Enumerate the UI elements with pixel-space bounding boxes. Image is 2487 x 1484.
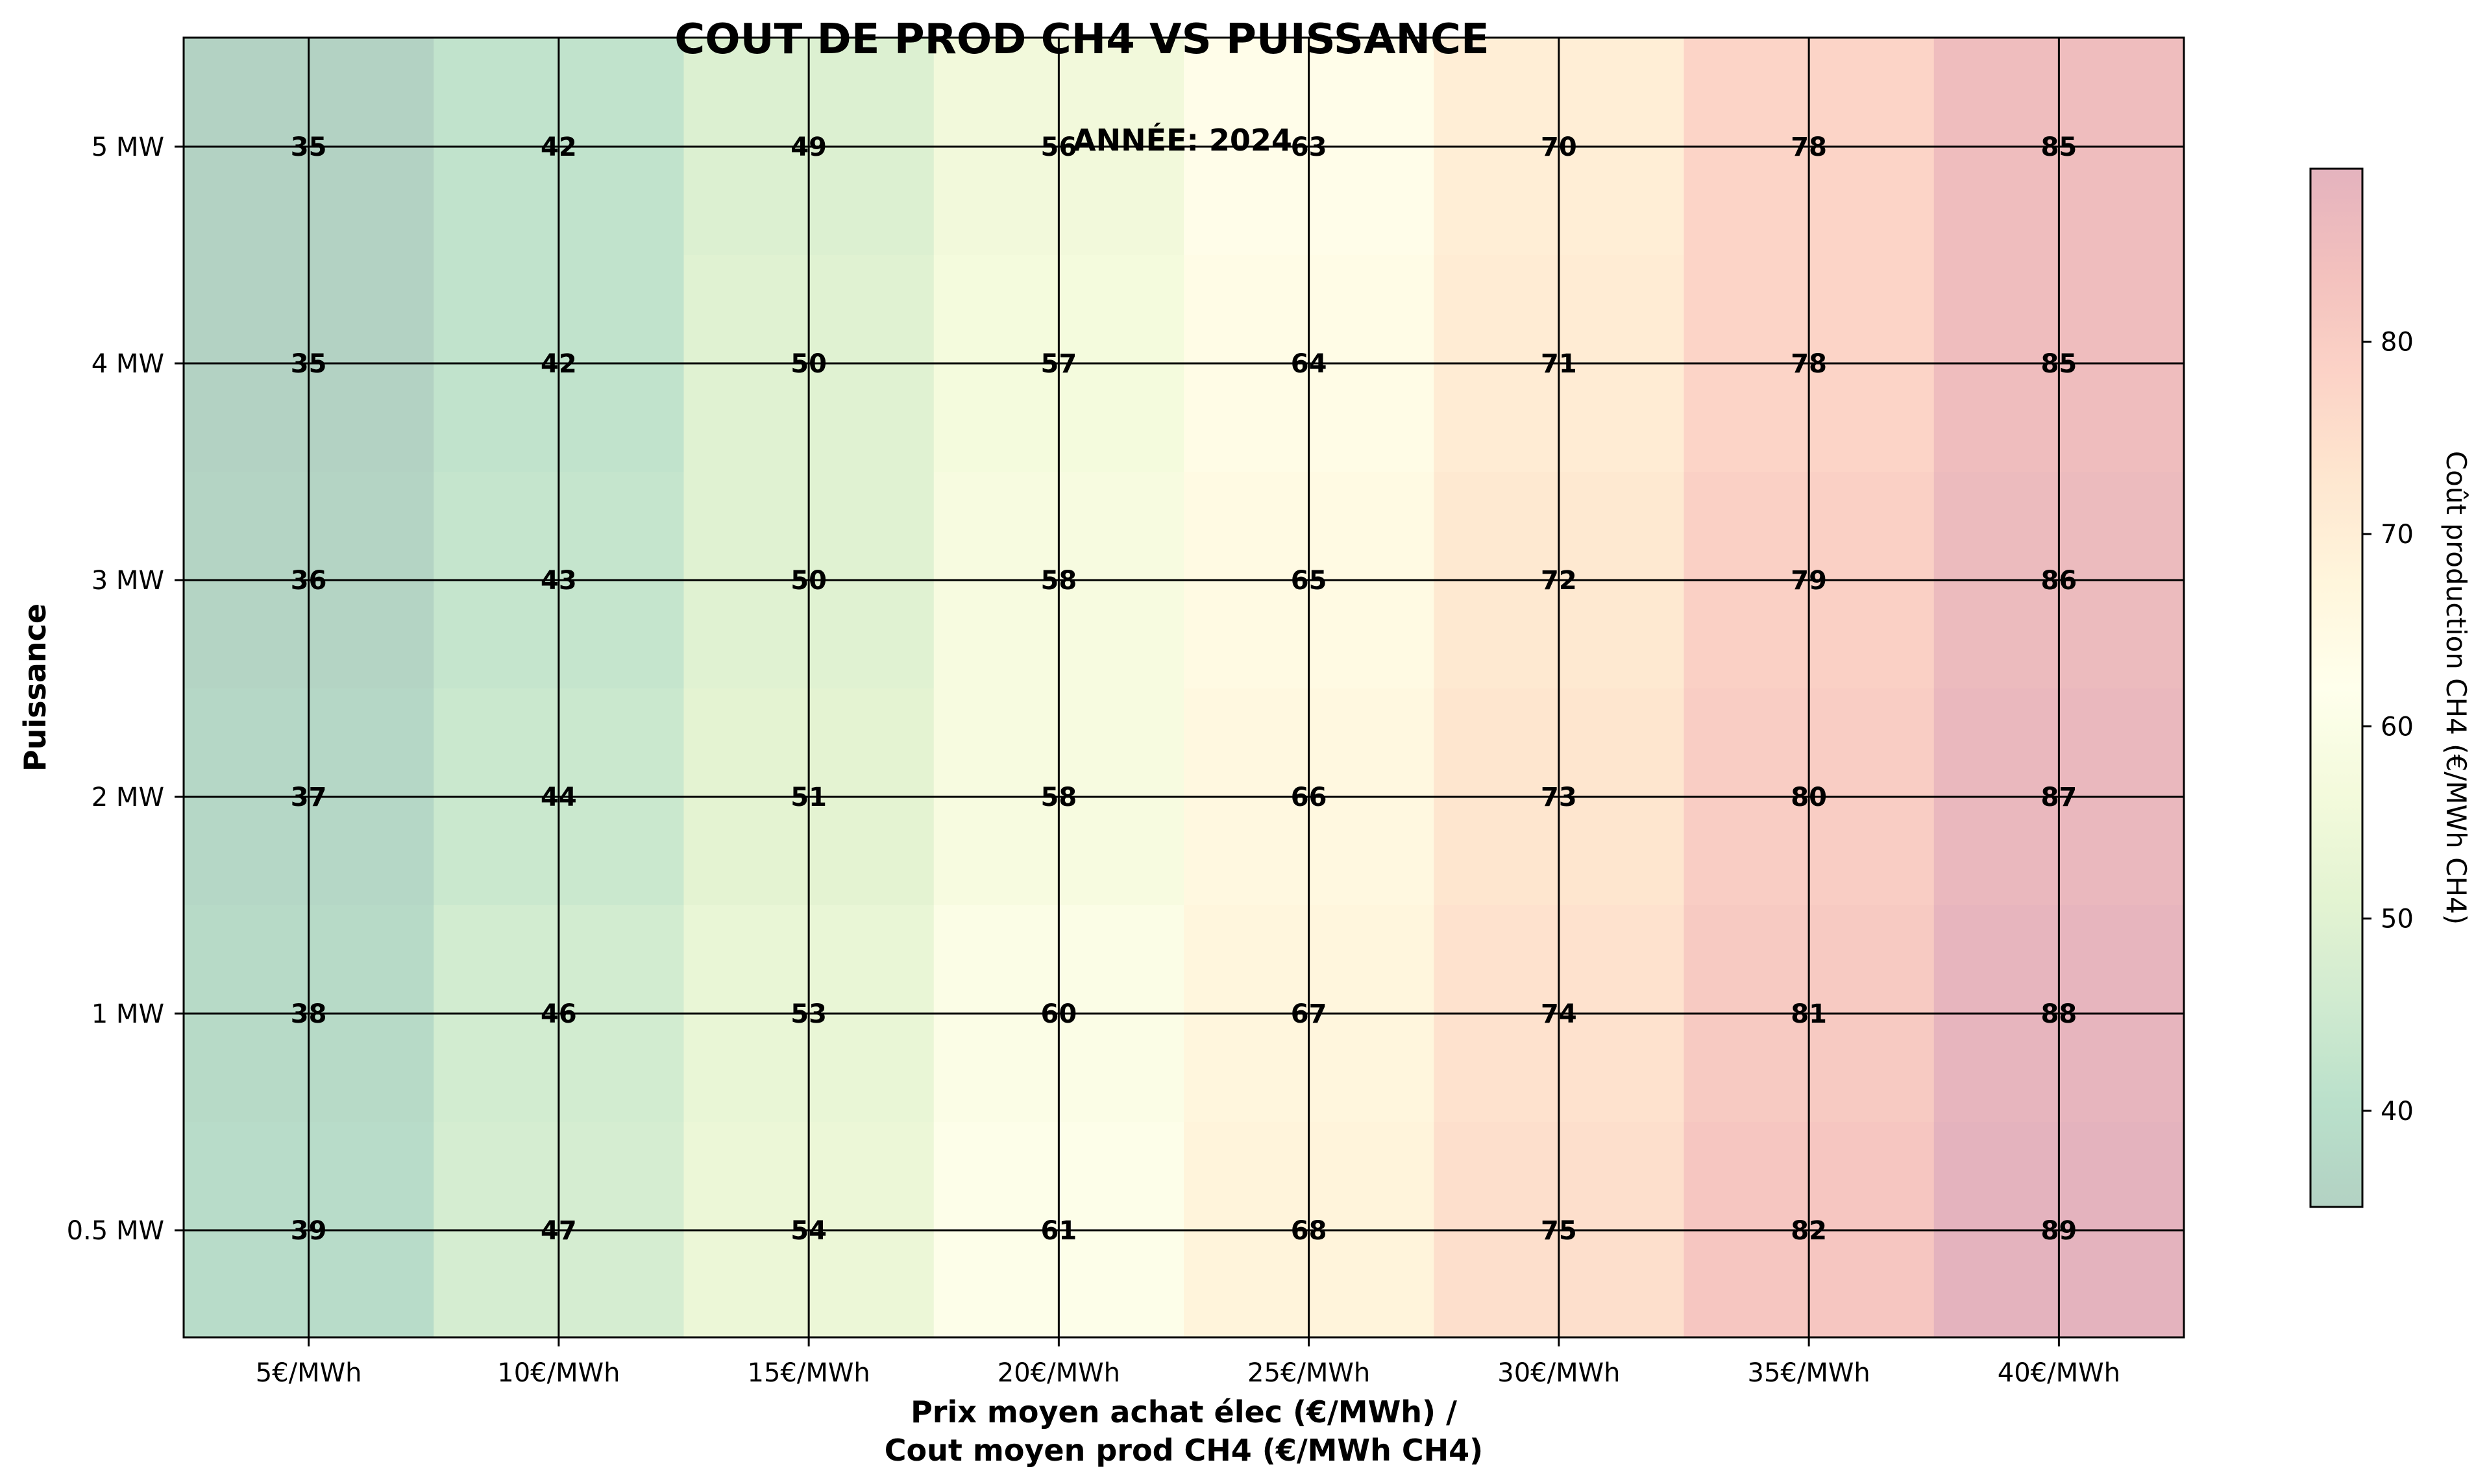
colorbar-ticks: 40 50 60 70 80: [2362, 328, 2414, 1126]
cell-value-label: 63: [1291, 132, 1327, 162]
cell-value-label: 35: [291, 349, 327, 379]
cell-value-label: 82: [1791, 1216, 1827, 1246]
x-tick-label: 35€/MWh: [1748, 1358, 1870, 1388]
cell-value-label: 54: [790, 1216, 827, 1246]
cell-value-label: 64: [1291, 349, 1327, 379]
cell-value-label: 65: [1291, 566, 1327, 596]
cell-value-label: 73: [1541, 783, 1577, 812]
cell-value-label: 85: [2041, 132, 2077, 162]
y-tick-label: 3 MW: [92, 566, 164, 596]
y-tick-label: 2 MW: [92, 783, 164, 812]
x-tick-label: 5€/MWh: [256, 1358, 362, 1388]
cell-value-label: 58: [1041, 783, 1077, 812]
cell-value-label: 50: [790, 566, 827, 596]
x-tick-label: 30€/MWh: [1497, 1358, 1620, 1388]
cell-value-label: 89: [2041, 1216, 2077, 1246]
x-tick-label: 10€/MWh: [497, 1358, 620, 1388]
cell-value-labels: 35 42 49 56 63 70 78 85 35 42 50 57 64 71 78 85 36 43 50 58…: [291, 132, 2077, 1246]
cell-value-label: 37: [291, 783, 327, 812]
plot-frame: [182, 36, 2185, 1339]
cell-value-label: 36: [291, 566, 327, 596]
cell-value-label: 43: [541, 566, 577, 596]
cell-value-label: 46: [541, 999, 577, 1029]
chart-title: COUT DE PROD CH4 VS PUISSANCE: [674, 16, 1489, 64]
cell-value-label: 56: [1041, 132, 1077, 162]
x-tick-label: 20€/MWh: [998, 1358, 1120, 1388]
cell-value-label: 49: [790, 132, 827, 162]
cell-value-label: 42: [541, 132, 577, 162]
y-axis-ticks: 5 MW 4 MW 3 MW 2 MW 1 MW 0.5 MW: [67, 132, 184, 1246]
cell-value-label: 53: [790, 999, 827, 1029]
cell-value-label: 68: [1291, 1216, 1327, 1246]
cell-value-label: 81: [1791, 999, 1827, 1029]
cell-value-label: 67: [1291, 999, 1327, 1029]
cell-value-label: 72: [1541, 566, 1577, 596]
y-tick-label: 1 MW: [92, 999, 164, 1029]
y-tick-label: 5 MW: [92, 132, 164, 162]
cell-value-label: 58: [1041, 566, 1077, 596]
x-axis-label-line2: Cout moyen prod CH4 (€/MWh CH4): [885, 1433, 1483, 1468]
cell-value-label: 38: [291, 999, 327, 1029]
colorbar-label: Coût production CH4 (€/MWh CH4): [2440, 451, 2472, 925]
cell-value-label: 71: [1541, 349, 1577, 379]
colorbar-tick-label: 80: [2381, 328, 2414, 358]
x-tick-label: 40€/MWh: [1998, 1358, 2120, 1388]
cell-value-label: 35: [291, 132, 327, 162]
chart-subtitle: ANNÉE: 2024: [1073, 123, 1292, 158]
cell-value-label: 74: [1541, 999, 1577, 1029]
colorbar-gradient: [2309, 167, 2364, 1208]
cell-value-label: 87: [2041, 783, 2077, 812]
colorbar-tick-label: 60: [2381, 712, 2414, 742]
cell-value-label: 78: [1791, 349, 1827, 379]
colorbar: 40 50 60 70 80 Coût production CH4 (€/MWh CH…: [2309, 167, 2472, 1208]
cell-value-label: 42: [541, 349, 577, 379]
colorbar-tick-label: 40: [2381, 1097, 2414, 1126]
y-tick-label: 4 MW: [92, 349, 164, 379]
cell-value-label: 50: [790, 349, 827, 379]
x-axis-ticks: 5€/MWh 10€/MWh 15€/MWh 20€/MWh 25€/MWh 30€/MW…: [256, 1337, 2120, 1388]
cell-value-label: 80: [1791, 783, 1827, 812]
cell-value-label: 57: [1041, 349, 1077, 379]
cell-value-label: 79: [1791, 566, 1827, 596]
cell-value-label: 75: [1541, 1216, 1577, 1246]
grid-lines: [184, 38, 2184, 1337]
y-tick-label: 0.5 MW: [67, 1216, 164, 1246]
y-axis-label: Puissance: [18, 603, 53, 772]
colorbar-tick-label: 70: [2381, 520, 2414, 550]
cell-value-label: 61: [1041, 1216, 1077, 1246]
cell-value-label: 85: [2041, 349, 2077, 379]
x-axis-label-line1: Prix moyen achat élec (€/MWh) /: [911, 1394, 1457, 1429]
cell-value-label: 47: [541, 1216, 577, 1246]
cell-value-label: 44: [541, 783, 577, 812]
cell-value-label: 88: [2041, 999, 2077, 1029]
cell-value-label: 86: [2041, 566, 2077, 596]
cell-value-label: 78: [1791, 132, 1827, 162]
cell-value-label: 60: [1041, 999, 1077, 1029]
cell-value-label: 70: [1541, 132, 1577, 162]
x-tick-label: 15€/MWh: [748, 1358, 870, 1388]
colorbar-tick-label: 50: [2381, 905, 2414, 934]
cell-value-label: 39: [291, 1216, 327, 1246]
cell-value-label: 51: [790, 783, 827, 812]
cell-value-label: 66: [1291, 783, 1327, 812]
x-tick-label: 25€/MWh: [1247, 1358, 1370, 1388]
heatmap-cells: [184, 38, 2185, 1338]
